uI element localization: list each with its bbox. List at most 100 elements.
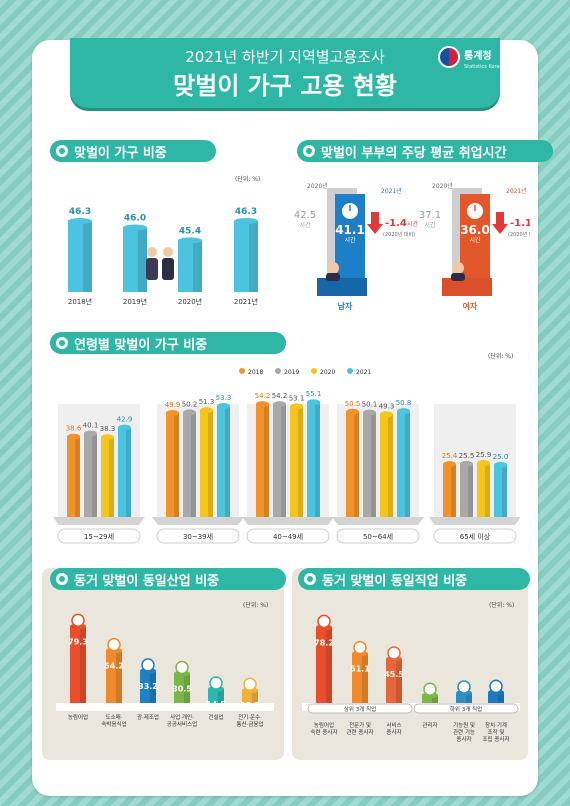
x-tick-label: 2019년 (123, 297, 147, 306)
data-label: 50.8 (396, 399, 412, 407)
group-platform (332, 517, 424, 525)
x-tick-label: 건설업 (208, 713, 223, 721)
section-title-age-share: 연령별 맞벌이 가구 비중 (50, 332, 286, 354)
data-label: 13.2 (240, 701, 260, 710)
data-label: 30.5 (172, 685, 192, 694)
x-tick-label: 40~49세 (273, 532, 303, 541)
data-label: 33.2 (138, 682, 158, 691)
x-tick-label: 65세 이상 (460, 532, 491, 541)
category-icon (209, 676, 223, 690)
logo-name: 통계청 (464, 51, 492, 62)
bar-2020-50~64세 (380, 411, 393, 517)
category-icon (317, 614, 331, 629)
legend-label: 2018 (248, 369, 263, 376)
worker-body (326, 273, 340, 281)
category-icon (423, 682, 437, 697)
category-pill (246, 528, 330, 544)
category-pill (57, 528, 141, 544)
data-label: 45.5 (384, 670, 404, 679)
bar-2020-15~29세 (101, 434, 114, 517)
hours-2021-value: 41.1 (335, 223, 365, 237)
section-title-dual-income-share: 맞벌이 가구 비중 (50, 140, 216, 162)
x-tick-label: 도소매· 숙박음식업 (101, 713, 126, 728)
x-tick-label: 2020년 (178, 297, 202, 306)
down-arrow-icon (492, 212, 508, 234)
unit-label-3: (단위: %) (488, 353, 514, 360)
year-2020-label: 2020년 (307, 182, 328, 190)
data-label: 40.1 (83, 421, 99, 429)
bar-2019년 (123, 224, 147, 292)
x-tick-label: 전기·운수· 통신·금융업 (236, 713, 263, 728)
header-subtitle: 2021년 하반기 지역별고용조사 (185, 48, 385, 66)
bar-2021년 (234, 218, 258, 292)
data-label: 49.9 (165, 401, 181, 409)
category-icon (175, 660, 189, 675)
hours-2020-value: 37.1 (419, 210, 441, 221)
hours-unit: 시간 (424, 221, 436, 229)
year-2021-label: 2021년 (506, 187, 527, 195)
bar-2019-30~39세 (183, 409, 196, 517)
bullet-icon (56, 337, 68, 349)
chart-age-share: 2018 2019 2020 2021 15~29세 38.6 40.1 38.342.9 30… (53, 368, 520, 544)
category-icon (71, 613, 85, 628)
data-label: 54.2 (255, 392, 271, 400)
bar-2019-40~49세 (273, 401, 286, 517)
data-label: 78.2 (314, 638, 334, 647)
bar-2020년 (178, 237, 202, 292)
data-label: 51.3 (199, 398, 215, 406)
data-label: 38.3 (100, 425, 116, 433)
data-label: 46.0 (124, 214, 146, 224)
bar-2021-15~29세 (118, 424, 131, 517)
compare-note: (2020년 대비) (383, 231, 415, 238)
category-icon (107, 637, 121, 652)
chart-same-industry: 79.3 농림어업 54.2 도소매· 숙박음식업 33.2 광·제조업 30.5 사업·개인·… (56, 613, 274, 728)
hours-unit: 시간 (299, 221, 311, 229)
data-label: 50.5 (345, 400, 361, 408)
category-pill (156, 528, 240, 544)
data-label: 53.3 (216, 394, 232, 402)
x-tick-label: 농림어업 (68, 713, 88, 721)
section-title-weekly-hours: 맞벌이 부부의 주당 평균 취업시간 (297, 140, 553, 162)
change-unit: 시간 (407, 220, 419, 228)
couple-illustration (146, 247, 174, 280)
category-icon (387, 646, 401, 660)
bar-1 (352, 650, 368, 703)
data-label: 50.1 (362, 401, 378, 409)
bar-2018-30~39세 (166, 410, 179, 517)
data-label: 46.3 (235, 207, 257, 217)
bar-2021-40~49세 (307, 399, 320, 517)
section-title-same-occupation: 동거 맞벌이 동일직업 비중 (298, 568, 530, 590)
x-tick-label: 농림어업 숙련 종사자 (310, 721, 337, 736)
data-label: 25.9 (476, 451, 492, 459)
data-label: 50.2 (182, 400, 198, 408)
data-label: 25.5 (459, 452, 475, 460)
bullet-icon (56, 145, 68, 157)
year-2020-label: 2020년 (432, 182, 453, 190)
gender-label: 여자 (463, 301, 478, 311)
bar-2019-50~64세 (363, 409, 376, 517)
category-icon (243, 677, 257, 691)
category-pill (336, 528, 420, 544)
bullet-icon (304, 573, 316, 585)
x-tick-label: 서비스 종사자 (386, 721, 401, 736)
change-value: -1.4 (385, 218, 407, 229)
header-banner: 2021년 하반기 지역별고용조사 맞벌이 가구 고용 현황 (70, 38, 500, 108)
data-label: 46.3 (69, 207, 91, 217)
category-icon (489, 679, 503, 694)
category-pill (433, 528, 517, 544)
down-arrow-icon (367, 212, 383, 234)
category-icon (457, 680, 471, 694)
logo-sub: Statistics Korea (464, 64, 503, 70)
x-tick-label: 관리자 (422, 721, 437, 729)
legend-label: 2021 (356, 369, 371, 376)
hours-2020-value: 42.5 (294, 210, 316, 221)
taegeuk-logo-icon (438, 46, 460, 68)
unit-label-4: (단위: %) (243, 602, 269, 609)
header-title: 맞벌이 가구 고용 현황 (173, 72, 397, 100)
bar-2018년 (68, 218, 92, 292)
bar-2021-50~64세 (397, 408, 410, 517)
group-label: 상위 3개 직업 (344, 705, 376, 713)
x-tick-label: 2021년 (234, 297, 258, 306)
data-label: 38.6 (66, 425, 82, 433)
